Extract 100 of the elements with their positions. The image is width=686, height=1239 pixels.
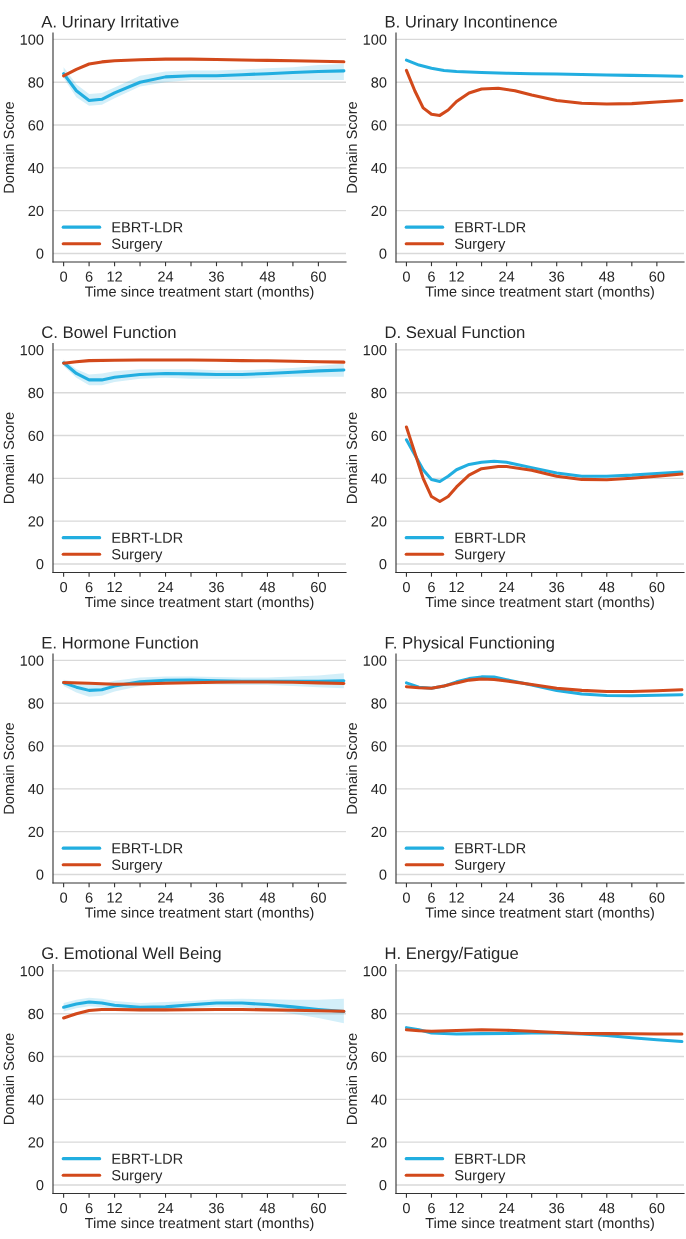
- x-tick-label: 6: [428, 271, 435, 282]
- x-tick-label: 12: [107, 581, 122, 593]
- y-tick-label: 0: [36, 869, 44, 880]
- line-series: [404, 68, 684, 117]
- line-series: [404, 425, 684, 503]
- y-tick-label: 40: [371, 783, 387, 795]
- y-tick-label: 100: [20, 34, 44, 45]
- y-tick-label: 80: [371, 1008, 387, 1020]
- legend-label: Surgery: [455, 859, 506, 873]
- x-tick-label: 36: [208, 271, 224, 282]
- y-tick-label: 20: [371, 1137, 387, 1148]
- y-tick-label: 0: [36, 559, 44, 570]
- y-tick-label: 60: [28, 120, 44, 131]
- x-tick-label: 0: [402, 1202, 410, 1214]
- x-tick-label: 0: [402, 271, 410, 282]
- x-tick-label: 24: [499, 581, 515, 593]
- x-tick-label: 0: [402, 892, 410, 903]
- y-tick-label: 80: [371, 387, 387, 399]
- y-tick-label: 100: [363, 655, 387, 666]
- y-tick-label: 20: [28, 826, 44, 838]
- y-tick-label: 0: [379, 1180, 387, 1191]
- y-tick-label: 0: [36, 1180, 44, 1191]
- y-axis-title: Domain Score: [346, 101, 357, 193]
- x-tick-label: 60: [649, 1202, 665, 1214]
- y-tick-label: 0: [379, 559, 387, 570]
- x-tick-label: 60: [311, 892, 326, 903]
- y-axis-title: Domain Score: [3, 722, 14, 814]
- x-tick-label: 24: [158, 892, 174, 903]
- x-tick-label: 12: [449, 1202, 464, 1214]
- y-tick-label: 40: [28, 473, 44, 484]
- x-tick-label: 60: [311, 1202, 326, 1214]
- chart-title: C. Bowel Function: [42, 325, 176, 339]
- y-tick-label: 80: [28, 698, 44, 709]
- y-axis-title: Domain Score: [346, 1033, 357, 1124]
- y-tick-label: 0: [379, 248, 387, 259]
- x-axis-title: Time since treatment start (months): [85, 286, 314, 300]
- y-tick-label: 80: [28, 1008, 44, 1020]
- chart-title: F. Physical Functioning: [385, 636, 554, 652]
- x-tick-label: 12: [449, 271, 464, 282]
- x-tick-label: 48: [259, 892, 275, 903]
- y-tick-label: 100: [363, 34, 387, 45]
- x-tick-label: 6: [85, 581, 93, 593]
- legend-label: EBRT-LDR: [112, 1153, 183, 1164]
- legend-label: EBRT-LDR: [455, 532, 526, 543]
- y-tick-label: 100: [363, 966, 387, 977]
- x-tick-label: 0: [402, 581, 410, 593]
- line-series: [62, 1007, 346, 1020]
- y-axis-title: Domain Score: [3, 1033, 14, 1124]
- y-tick-label: 40: [371, 162, 387, 174]
- y-tick-label: 60: [28, 1051, 44, 1062]
- x-tick-label: 60: [311, 271, 326, 282]
- x-tick-label: 6: [428, 892, 435, 903]
- y-tick-label: 40: [28, 162, 44, 174]
- chart-title: H. Energy/Fatigue: [385, 946, 519, 963]
- y-tick-label: 20: [28, 205, 44, 217]
- chart-title: D. Sexual Function: [385, 325, 525, 339]
- line-series: [404, 58, 684, 78]
- x-tick-label: 36: [549, 271, 565, 282]
- y-tick-label: 40: [371, 473, 387, 484]
- y-axis-title: Domain Score: [3, 412, 14, 503]
- x-tick-label: 48: [599, 271, 615, 282]
- y-axis-title: Domain Score: [346, 412, 357, 503]
- x-tick-label: 48: [599, 892, 615, 903]
- x-tick-label: 24: [499, 892, 515, 903]
- x-tick-label: 6: [85, 271, 93, 282]
- x-axis-title: Time since treatment start (months): [425, 286, 654, 300]
- y-tick-label: 80: [28, 387, 44, 399]
- x-tick-label: 60: [649, 892, 665, 903]
- legend-label: Surgery: [455, 238, 506, 252]
- x-tick-label: 6: [428, 1202, 435, 1214]
- y-tick-label: 100: [20, 345, 44, 356]
- legend-label: Surgery: [112, 549, 163, 563]
- y-tick-label: 80: [371, 77, 387, 88]
- y-tick-label: 60: [28, 430, 44, 441]
- x-tick-label: 36: [549, 581, 565, 593]
- x-tick-label: 60: [649, 581, 665, 593]
- chart-title: G. Emotional Well Being: [42, 946, 221, 963]
- x-axis-title: Time since treatment start (months): [85, 596, 314, 611]
- x-tick-label: 48: [259, 1202, 275, 1214]
- y-tick-label: 100: [20, 655, 44, 666]
- x-tick-label: 36: [208, 581, 224, 593]
- y-tick-label: 0: [36, 248, 44, 259]
- x-tick-label: 12: [107, 892, 122, 903]
- y-tick-label: 80: [28, 77, 44, 88]
- x-tick-label: 6: [85, 1202, 93, 1214]
- y-tick-label: 0: [379, 869, 387, 880]
- legend-label: EBRT-LDR: [455, 222, 526, 233]
- legend-label: Surgery: [455, 549, 506, 563]
- line-series: [62, 57, 346, 78]
- y-tick-label: 20: [28, 516, 44, 527]
- x-tick-label: 48: [259, 581, 275, 593]
- legend-label: EBRT-LDR: [112, 532, 183, 543]
- legend-label: Surgery: [112, 238, 163, 252]
- legend-label: EBRT-LDR: [112, 843, 183, 854]
- x-tick-label: 6: [85, 892, 93, 903]
- y-tick-label: 60: [371, 430, 387, 441]
- y-tick-label: 20: [371, 205, 387, 217]
- y-tick-label: 40: [28, 783, 44, 795]
- y-tick-label: 80: [371, 698, 387, 709]
- legend-label: Surgery: [112, 1170, 163, 1184]
